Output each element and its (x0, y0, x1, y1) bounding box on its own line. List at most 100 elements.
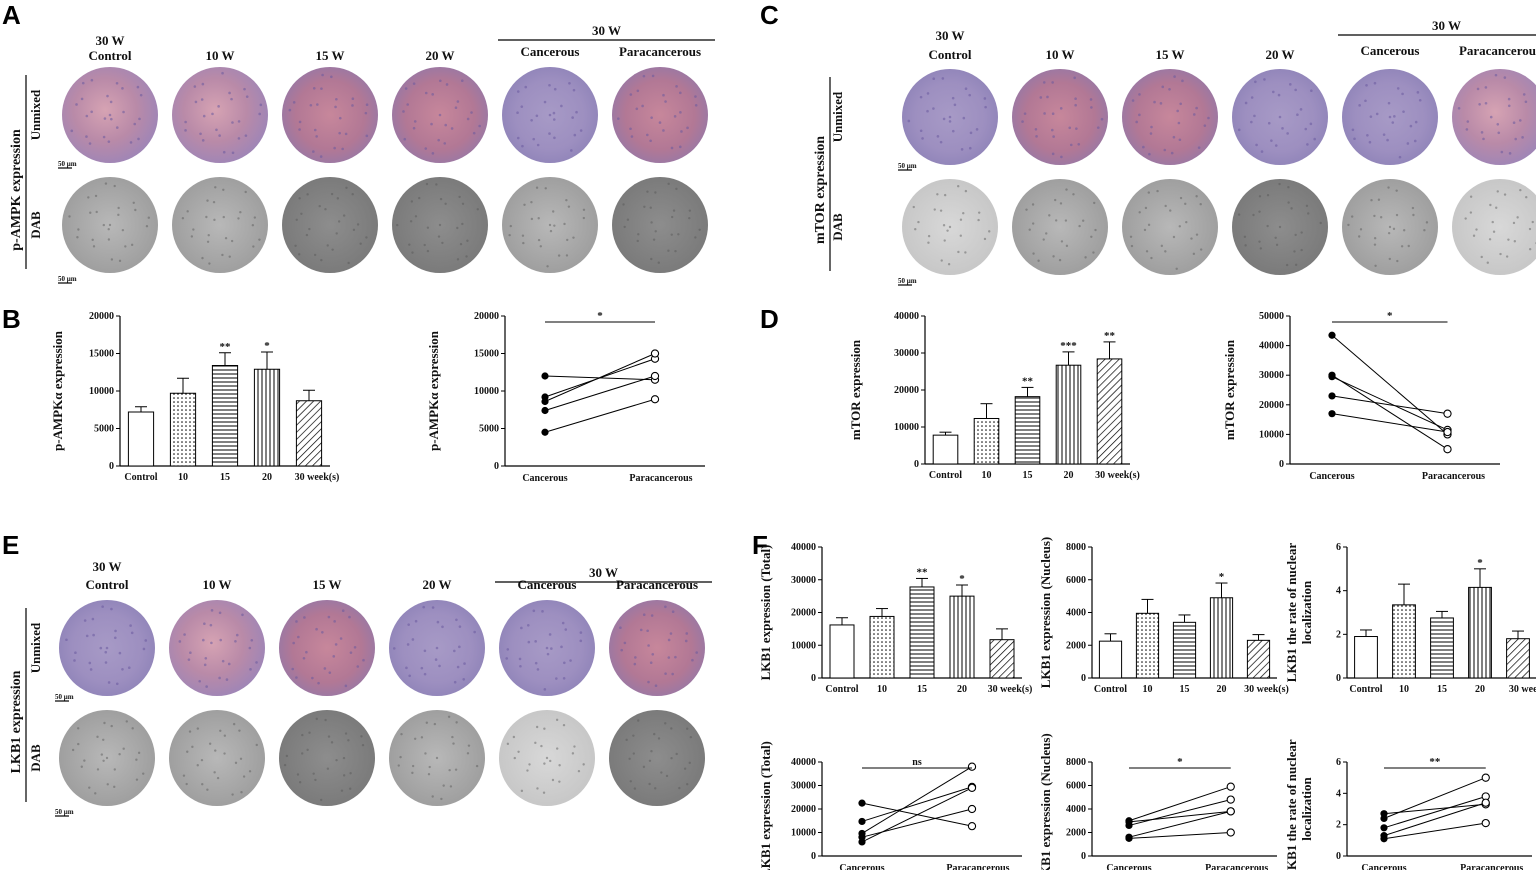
row-label-unmixed: Unmixed (28, 622, 43, 673)
nucleus-dot (907, 119, 911, 123)
paracancerous-point (1226, 795, 1235, 804)
texture-dot (438, 223, 442, 227)
nucleus-dot (1069, 143, 1073, 147)
nucleus-dot (670, 146, 674, 150)
nucleus-dot (450, 127, 454, 130)
nucleus-dot (526, 623, 530, 627)
texture-dot (103, 721, 106, 725)
nucleus-dot (335, 97, 338, 101)
nucleus-dot (679, 111, 682, 114)
pair-line (1331, 395, 1448, 415)
paracancerous-point (967, 762, 977, 771)
texture-dot (466, 752, 470, 755)
nucleus-dot (673, 115, 677, 118)
texture-dot (622, 203, 625, 206)
nucleus-dot (1310, 89, 1313, 93)
nucleus-dot (85, 634, 89, 638)
texture-dot (222, 215, 225, 219)
nucleus-dot (506, 648, 510, 651)
dab-stain-image (502, 177, 598, 273)
nucleus-dot (561, 621, 565, 625)
texture-dot (650, 221, 653, 224)
texture-dot (539, 245, 542, 248)
nucleus-dot (646, 133, 649, 137)
cancerous-point (541, 428, 549, 436)
texture-dot (420, 736, 424, 739)
y-axis-label: p-AMPKα expression (426, 330, 441, 451)
bar (1014, 396, 1041, 465)
texture-dot (649, 206, 652, 209)
texture-dot (238, 729, 241, 732)
nucleus-dot (951, 96, 955, 100)
nucleus-dot (443, 142, 447, 145)
texture-dot (223, 734, 227, 737)
nucleus-dot (667, 638, 671, 642)
texture-dot (102, 738, 105, 741)
texture-dot (96, 735, 99, 739)
row-label-unmixed: Unmixed (28, 89, 43, 140)
texture-dot (654, 787, 657, 790)
nucleus-dot (1375, 112, 1379, 116)
texture-dot (349, 787, 352, 790)
texture-dot (1274, 236, 1277, 239)
nucleus-dot (248, 646, 252, 650)
nucleus-dot (633, 662, 637, 666)
nucleus-dot (691, 658, 694, 662)
texture-dot (298, 253, 301, 256)
x-tick-label: Control (124, 472, 157, 483)
texture-dot (130, 243, 134, 247)
texture-dot (345, 186, 348, 190)
texture-dot (1052, 255, 1055, 258)
nucleus-dot (685, 632, 689, 635)
bar (169, 392, 197, 467)
row-label-dab: DAB (830, 213, 845, 241)
y-tick-label: 6000 (1066, 781, 1086, 792)
nucleus-dot (555, 677, 558, 680)
nucleus-dot (121, 667, 124, 671)
nucleus-dot (422, 605, 426, 609)
nucleus-dot (203, 663, 207, 667)
nucleus-dot (1051, 152, 1055, 156)
nucleus-dot (919, 129, 923, 133)
texture-dot (642, 765, 646, 769)
texture-dot (962, 212, 965, 215)
x-tick-label: 30 week(s) (1095, 470, 1140, 481)
texture-dot (664, 722, 667, 725)
he-stain-image (612, 67, 708, 163)
nucleus-dot (671, 610, 675, 614)
x-tick-label: Paracancerous (629, 473, 692, 484)
nucleus-dot (932, 107, 935, 110)
texture-dot (342, 774, 346, 777)
y-tick-label: 0 (811, 673, 816, 684)
nucleus-dot (344, 132, 348, 136)
texture-dot (113, 768, 116, 771)
nucleus-dot (548, 132, 551, 135)
texture-dot (637, 233, 640, 236)
texture-dot (222, 188, 225, 191)
pair-line (1331, 374, 1448, 450)
nucleus-dot (1413, 139, 1417, 143)
texture-dot (96, 768, 100, 771)
texture-dot (688, 216, 691, 220)
nucleus-dot (1281, 127, 1284, 130)
nucleus-dot (106, 94, 109, 98)
texture-dot (562, 723, 566, 727)
nucleus-dot (1052, 135, 1055, 138)
texture-dot (124, 245, 127, 248)
texture-dot (283, 763, 287, 767)
cancerous-point (541, 372, 549, 380)
texture-dot (670, 215, 674, 219)
pair-line (861, 787, 973, 843)
nucleus-dot (392, 647, 396, 650)
bar (1392, 604, 1416, 679)
he-stain-image (279, 600, 375, 696)
texture-dot (318, 204, 321, 208)
nucleus-dot (194, 100, 198, 104)
y-tick-label: 20000 (791, 608, 816, 619)
nucleus-dot (201, 82, 205, 86)
texture-dot (147, 216, 151, 219)
texture-dot (520, 789, 524, 793)
texture-dot (1387, 186, 1390, 189)
scale-bar-label: 50 μm (898, 277, 917, 285)
